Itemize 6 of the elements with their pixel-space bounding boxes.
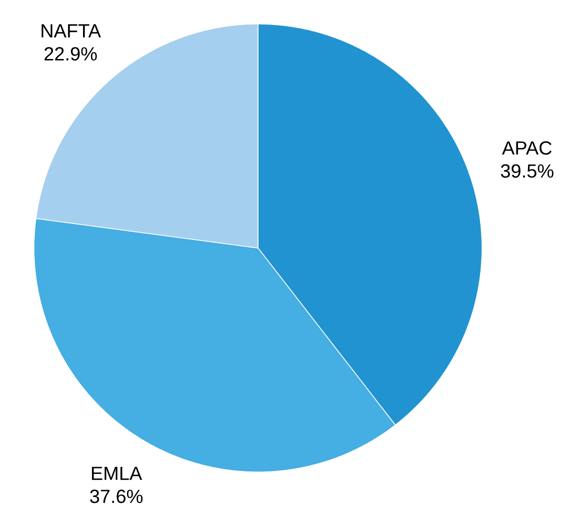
slice-label: NAFTA: [42, 24, 101, 38]
data-label: 22.9%: [44, 47, 97, 61]
data-label: 39.5%: [500, 164, 554, 178]
slice-label: EMLA: [92, 466, 142, 480]
data-label: 37.6%: [90, 490, 143, 504]
slice-label: APAC: [502, 141, 552, 155]
